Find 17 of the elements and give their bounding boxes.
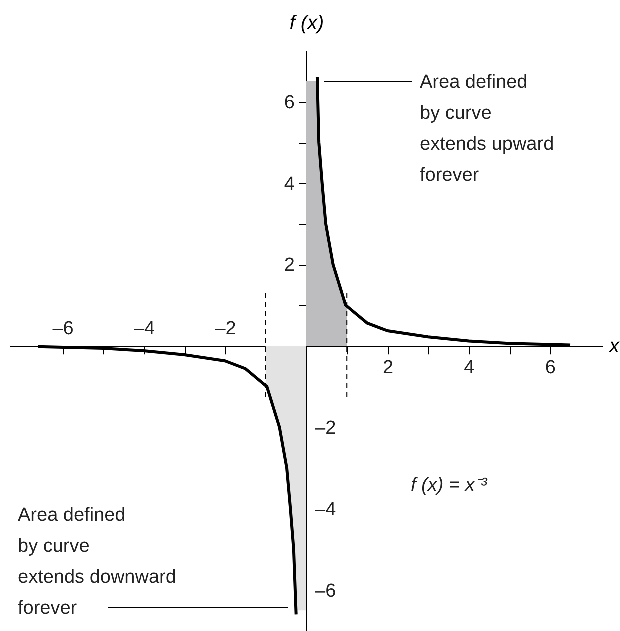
x2-tick-label: 2 — [382, 358, 394, 379]
annotation: f (x) = x⁻³ — [411, 475, 488, 496]
x-axis-title: x — [608, 336, 620, 358]
y-tick-label: 6 — [284, 92, 295, 114]
y-axis-title: f (x) — [290, 12, 324, 34]
y2-tick-label: –2 — [315, 418, 336, 439]
x2-tick-label: 6 — [545, 358, 556, 379]
y-tick-label: 2 — [284, 255, 295, 276]
y2-tick-label: –4 — [315, 499, 337, 520]
annotation: Area defined by curve extends upward forever — [420, 72, 554, 186]
y2-tick-label: –6 — [315, 580, 336, 602]
x-tick-label: –4 — [134, 318, 156, 340]
x-tick-label: –6 — [52, 318, 74, 340]
annotation: Area defined by curve extends downward forever — [18, 505, 176, 619]
x-tick-label: –2 — [215, 318, 236, 340]
x2-tick-label: 4 — [464, 358, 476, 379]
y-tick-label: 4 — [284, 174, 296, 195]
